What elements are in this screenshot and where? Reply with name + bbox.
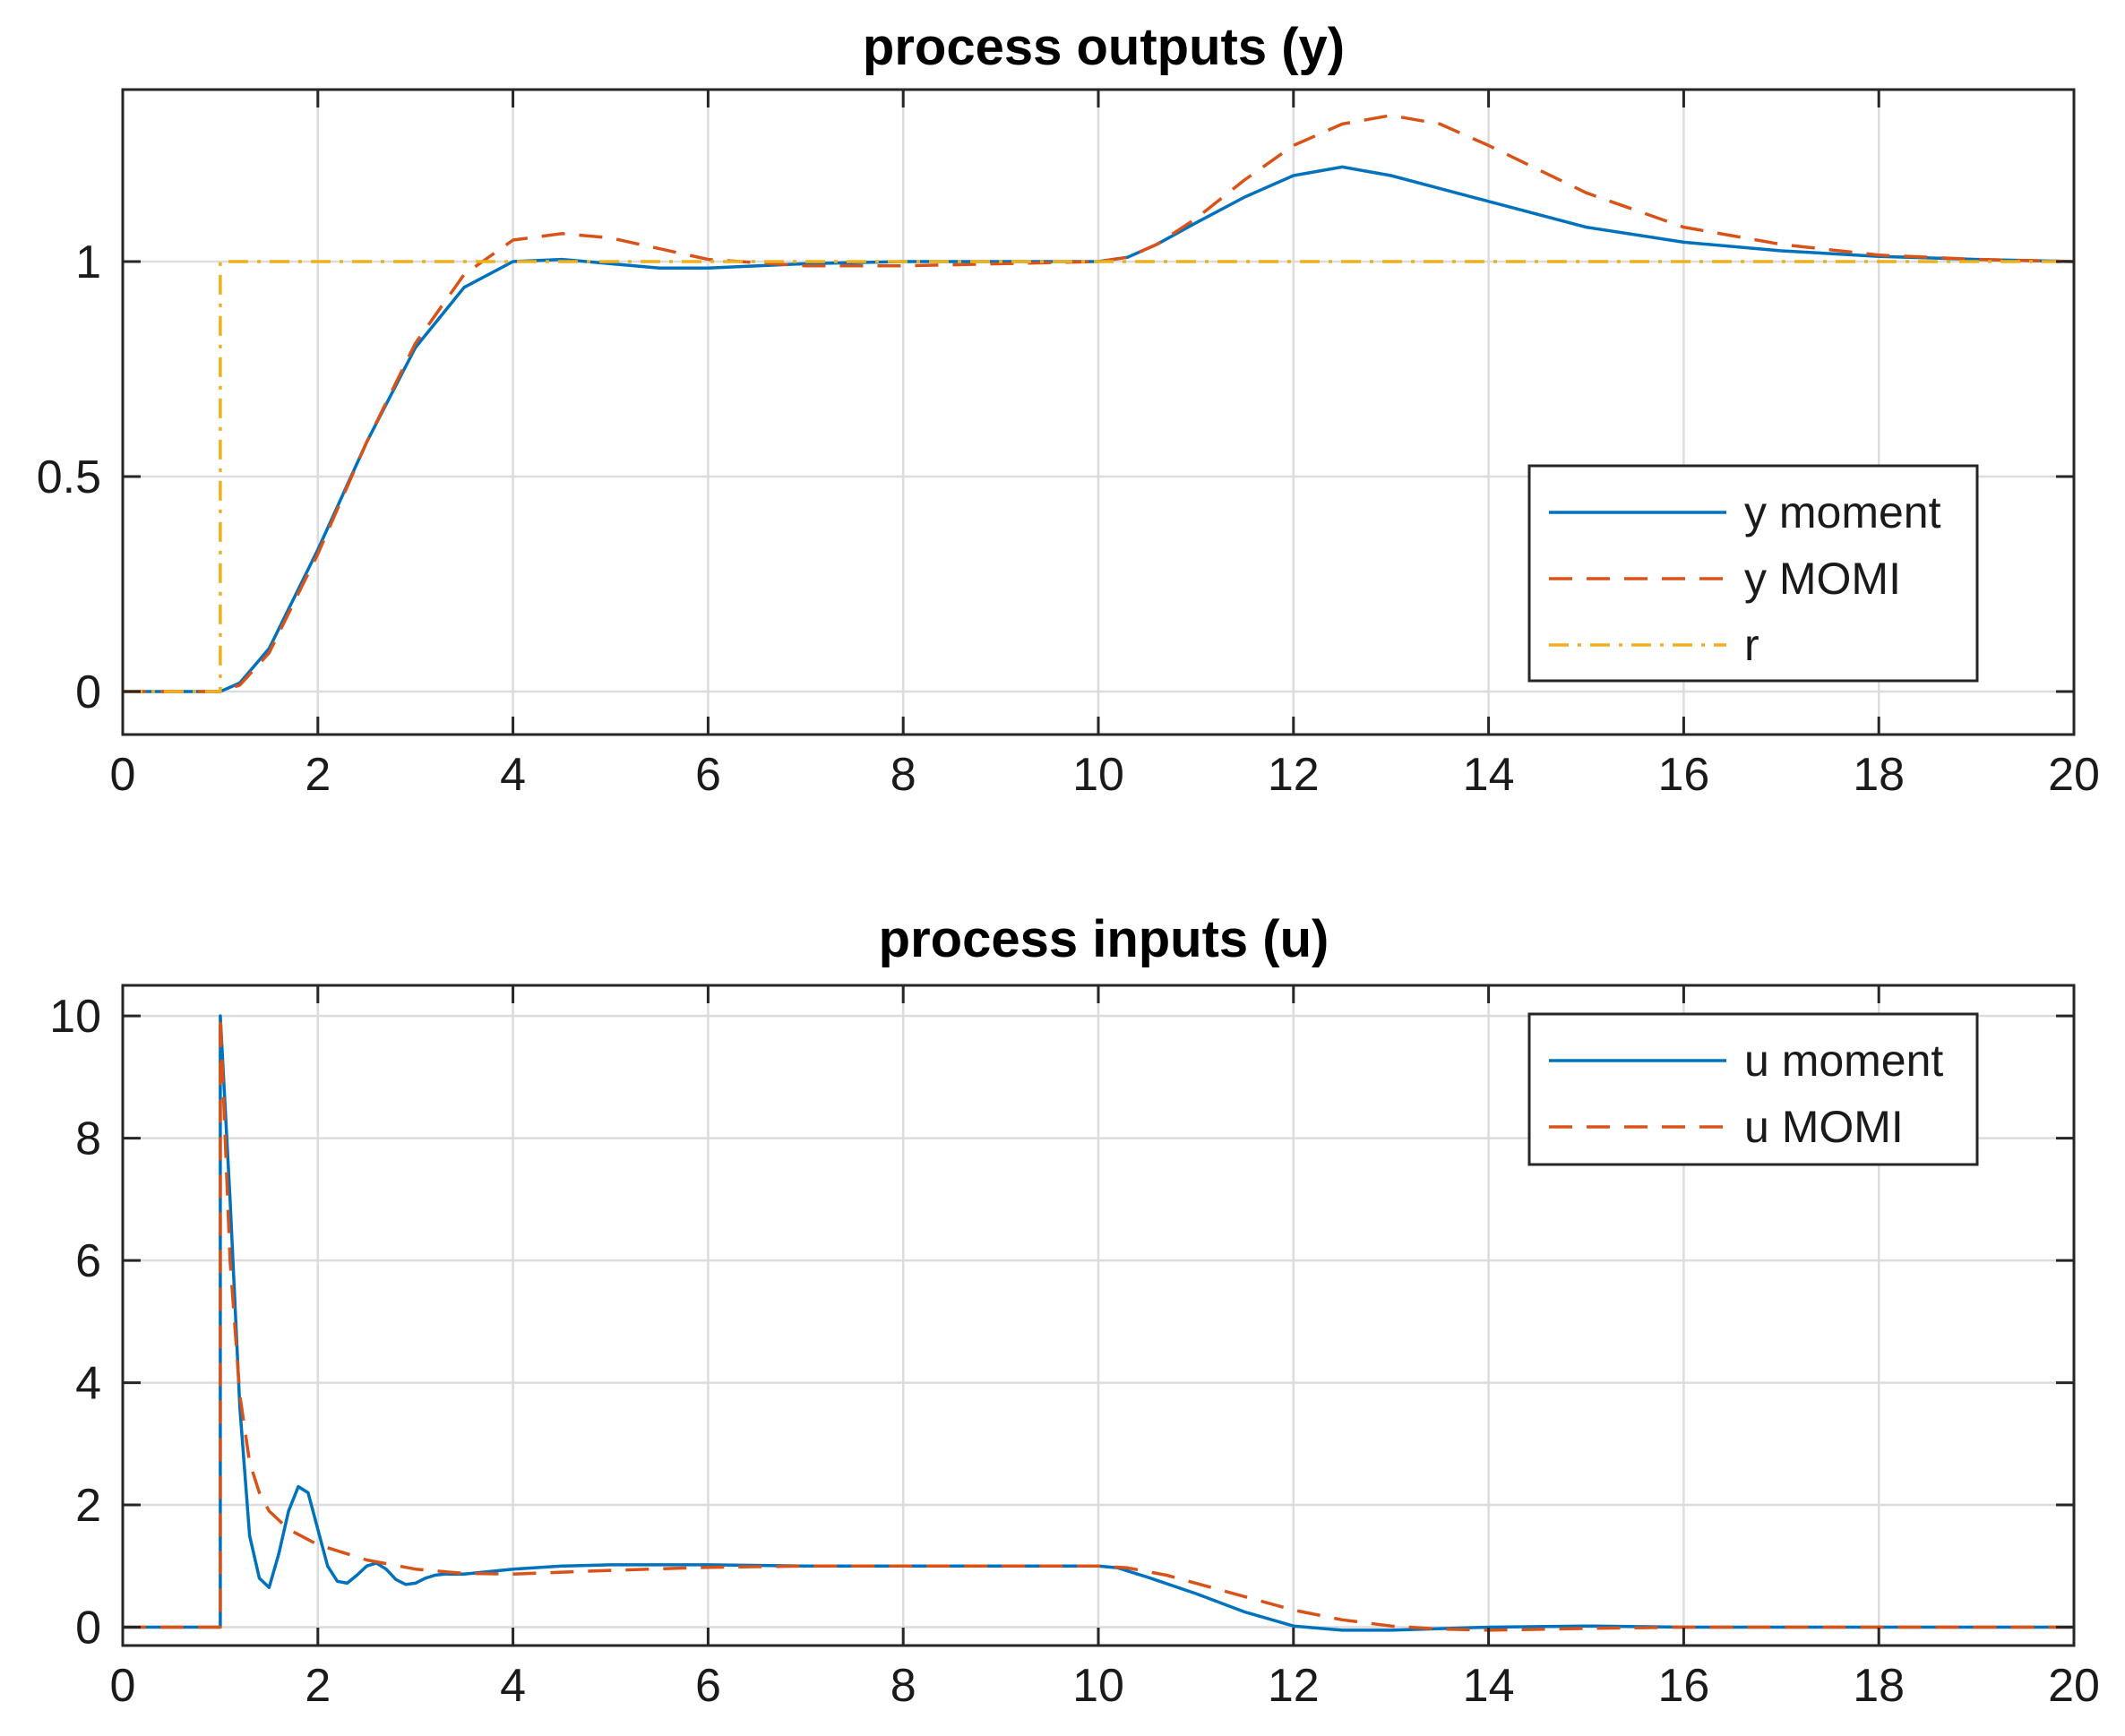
tick-labels: 0 2 4 6 8 10 12 14 16 18 20 0 2 4 6 8 10 [49,991,2100,1712]
x-tick-label: 10 [1072,1660,1124,1712]
x-tick-label: 12 [1268,749,1320,801]
x-tick-label: 10 [1072,749,1124,801]
y-tick-label: 8 [75,1113,101,1165]
legend: y moment y MOMI r [1527,464,1979,683]
x-tick-label: 0 [110,1660,136,1712]
x-tick-label: 16 [1657,749,1709,801]
legend-label: y moment [1744,487,1941,537]
legend-label: y MOMI [1744,554,1901,604]
x-tick-label: 6 [695,1660,721,1712]
x-tick-label: 2 [305,1660,331,1712]
x-tick-label: 0 [110,749,136,801]
chart-title: process outputs (y) [863,18,1345,76]
process-outputs-axes: process outputs (y) 0 2 4 6 8 10 12 14 16 18 20 0 0.… [37,18,2100,801]
x-tick-label: 4 [500,1660,526,1712]
x-tick-label: 20 [2048,749,2100,801]
x-tick-label: 16 [1657,1660,1709,1712]
y-tick-label: 0.5 [37,451,101,503]
x-tick-label: 18 [1853,1660,1905,1712]
x-tick-label: 20 [2048,1660,2100,1712]
y-tick-label: 0 [75,666,101,718]
x-tick-label: 4 [500,749,526,801]
series-lines [123,1014,2074,1632]
y-tick-label: 0 [75,1603,101,1654]
ticks [121,985,2076,1646]
x-tick-label: 14 [1463,1660,1515,1712]
x-tick-label: 12 [1268,1660,1320,1712]
y-tick-label: 1 [75,236,101,288]
x-tick-label: 2 [305,749,331,801]
legend-box [1527,1012,1979,1166]
series-line-y-momi [123,114,2075,693]
legend: u moment u MOMI [1527,1012,1979,1166]
legend-label: u moment [1744,1036,1943,1086]
series-lines [123,114,2075,693]
x-tick-label: 6 [695,749,721,801]
y-tick-label: 2 [75,1480,101,1532]
x-tick-label: 8 [890,1660,916,1712]
ticks [121,90,2076,735]
tick-labels: 0 2 4 6 8 10 12 14 16 18 20 0 0.5 1 [37,236,2100,801]
y-tick-label: 6 [75,1235,101,1287]
series-line-u-momi [123,1014,2074,1632]
y-tick-label: 10 [49,991,101,1043]
x-tick-label: 18 [1853,749,1905,801]
x-tick-label: 14 [1463,749,1515,801]
y-tick-label: 4 [75,1358,101,1410]
chart-title: process inputs (u) [879,910,1329,968]
process-inputs-axes: process inputs (u) 0 2 4 6 8 10 12 14 16 18 20 0 2 4 6… [49,910,2100,1712]
legend-label: u MOMI [1744,1102,1904,1152]
x-tick-label: 8 [890,749,916,801]
legend-label: r [1744,620,1759,670]
series-line-r [123,260,2074,693]
series-line-u-moment [123,1014,2074,1632]
